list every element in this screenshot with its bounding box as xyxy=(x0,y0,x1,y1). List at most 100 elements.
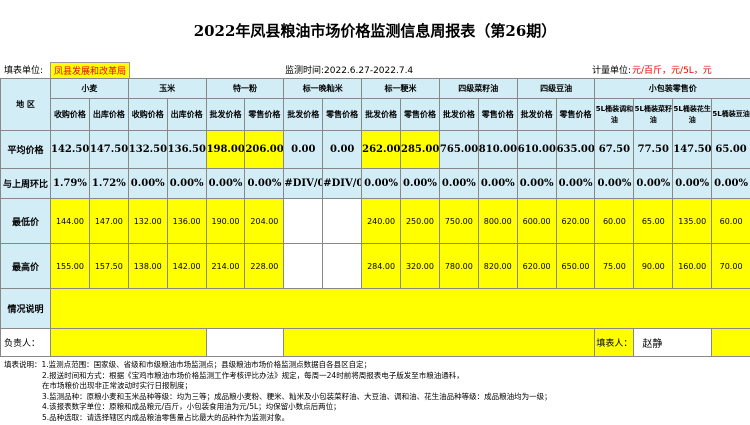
cell: 262.00 xyxy=(361,130,402,169)
cell: 135.00 xyxy=(672,198,713,244)
period: 监测时间:2022.6.27-2022.7.4 xyxy=(285,66,414,76)
remarks-row: 情况说明 xyxy=(0,288,750,329)
group-header: 标一粳米 xyxy=(361,78,440,99)
header-row: 地 区小麦 玉米 特一粉 标一晚籼米 标一粳米 四级菜籽油 四级豆油 小包装零售价 xyxy=(0,78,750,131)
row-label: 与上周环比 xyxy=(0,168,51,199)
cell: 284.00 xyxy=(361,243,402,289)
note-line: 4.该报表数字单位：原粮和成品粮元/百斤，小包装食用油为元/5L；均保留小数点后… xyxy=(42,402,341,411)
cell xyxy=(322,243,363,289)
cell: 144.00 xyxy=(50,198,90,244)
row-label: 最低价 xyxy=(0,198,51,244)
note-line: 在市场粮价出现非正常波动时实行日报制度； xyxy=(42,381,192,390)
subheader: 收购价格 xyxy=(127,98,168,131)
cell: 750.00 xyxy=(438,198,479,244)
cell: 157.50 xyxy=(88,243,129,289)
cell: #DIV/0! xyxy=(283,168,324,199)
cell: 780.00 xyxy=(438,243,479,289)
subheader: 零售价格 xyxy=(555,98,596,131)
group-header: 四级菜籽油 xyxy=(438,78,518,99)
group-header: 标一晚籼米 xyxy=(283,78,363,99)
cell: 60.00 xyxy=(711,198,750,244)
cell: 0.00% xyxy=(477,168,518,199)
cell: 160.00 xyxy=(672,243,713,289)
cell: 0.00% xyxy=(244,168,285,199)
subheader: 批发价格 xyxy=(438,98,479,131)
cell: 0.00% xyxy=(361,168,402,199)
cell: 0.00% xyxy=(555,168,596,199)
responsible-label: 负责人： xyxy=(0,328,51,357)
corner: 地 区 xyxy=(0,78,51,131)
cell xyxy=(322,198,363,244)
cell: 132.50 xyxy=(127,130,168,169)
note-line: 填表说明：1.监测点范围：国家级、省级和市级粮油市场监测点；县级粮油市场价格监测… xyxy=(4,360,372,369)
group-header: 玉米 xyxy=(127,78,207,99)
cell: 132.00 xyxy=(127,198,168,244)
cell: 147.00 xyxy=(88,198,129,244)
group-header: 小麦 xyxy=(50,78,129,99)
cell: 0.00% xyxy=(400,168,440,199)
cell: 0.00% xyxy=(711,168,750,199)
cell: 0.00% xyxy=(127,168,168,199)
cell: 620.00 xyxy=(516,243,557,289)
subheader: 5L桶装豆油 xyxy=(711,98,750,131)
subheader: 批发价格 xyxy=(516,98,557,131)
cell: 70.00 xyxy=(711,243,750,289)
subheader: 零售价格 xyxy=(322,98,363,131)
subheader: 批发价格 xyxy=(283,98,324,131)
remarks-label: 情况说明 xyxy=(0,288,51,329)
data-row: 平均价格 142.50 147.50 132.50 136.50 198.00 206.00… xyxy=(0,130,750,169)
cell: 600.00 xyxy=(516,198,557,244)
cell: 0.00% xyxy=(672,168,713,199)
blank xyxy=(283,328,596,357)
row-label: 平均价格 xyxy=(0,130,51,169)
cell: 0.00% xyxy=(166,168,207,199)
title: 2022年凤县粮油市场价格监测信息周报表（第26期） xyxy=(193,22,557,40)
blank xyxy=(711,328,750,357)
unit-label: 填表单位: xyxy=(4,66,44,76)
subheader: 批发价格 xyxy=(361,98,402,131)
cell: 142.00 xyxy=(166,243,207,289)
cell: 214.00 xyxy=(205,243,246,289)
cell: 65.00 xyxy=(711,130,750,169)
subheader: 5L桶装调和油 xyxy=(594,98,635,131)
cell: 765.00 xyxy=(438,130,479,169)
blank xyxy=(50,328,207,357)
cell: 155.00 xyxy=(50,243,90,289)
cell: 142.50 xyxy=(50,130,90,169)
cell: 240.00 xyxy=(361,198,402,244)
cell: 60.00 xyxy=(594,198,635,244)
notes: 填表说明：1.监测点范围：国家级、省级和市级粮油市场监测点；县级粮油市场价格监测… xyxy=(4,360,552,423)
cell: 198.00 xyxy=(205,130,246,169)
subheader: 零售价格 xyxy=(400,98,440,131)
cell: 0.00% xyxy=(594,168,635,199)
subheader-row: 收购价格 出库价格 收购价格 出库价格 批发价格 零售价格 批发价格 零售价格 批发价格 零售价格… xyxy=(1,98,750,131)
price-table: 地 区小麦 玉米 特一粉 标一晚籼米 标一粳米 四级菜籽油 四级豆油 小包装零售价 收购价格 出库… xyxy=(0,78,750,357)
note-line: 5.品种选取：请选择辖区内成品粮油零售量占比最大的品种作为监测对象。 xyxy=(42,412,290,422)
subheader: 批发价格 xyxy=(205,98,246,131)
cell: 147.50 xyxy=(672,130,713,169)
note-line: 2.报送时间和方式：根据《宝鸡市粮油市场价格监测工作考核评比办法》规定，每周一2… xyxy=(42,370,464,380)
cell: 610.00 xyxy=(516,130,557,169)
subheader: 出库价格 xyxy=(88,98,129,131)
cell: 77.50 xyxy=(633,130,674,169)
cell: 810.00 xyxy=(477,130,518,169)
cell: 800.00 xyxy=(477,198,518,244)
cell xyxy=(283,198,324,244)
subheader: 零售价格 xyxy=(244,98,285,131)
cell: 0.00 xyxy=(283,130,324,169)
filler-label: 填表人： xyxy=(594,328,635,357)
cell xyxy=(283,243,324,289)
data-row: 与上周环比 1.79% 1.72% 0.00% 0.00% 0.00% 0.00% #DIV/… xyxy=(0,168,750,199)
cell: #DIV/0! xyxy=(322,168,363,199)
blank xyxy=(205,328,285,357)
group-header: 四级豆油 xyxy=(516,78,596,99)
unit: 凤县发展和改革局 xyxy=(50,62,131,79)
cell: 250.00 xyxy=(400,198,440,244)
cell: 620.00 xyxy=(555,198,596,244)
cell: 0.00 xyxy=(322,130,363,169)
cell: 138.00 xyxy=(127,243,168,289)
cell: 65.00 xyxy=(633,198,674,244)
data-row: 最低价 144.00 147.00 132.00 136.00 190.00 204.00 2… xyxy=(0,198,750,244)
cell: 0.00% xyxy=(516,168,557,199)
cell: 75.00 xyxy=(594,243,635,289)
